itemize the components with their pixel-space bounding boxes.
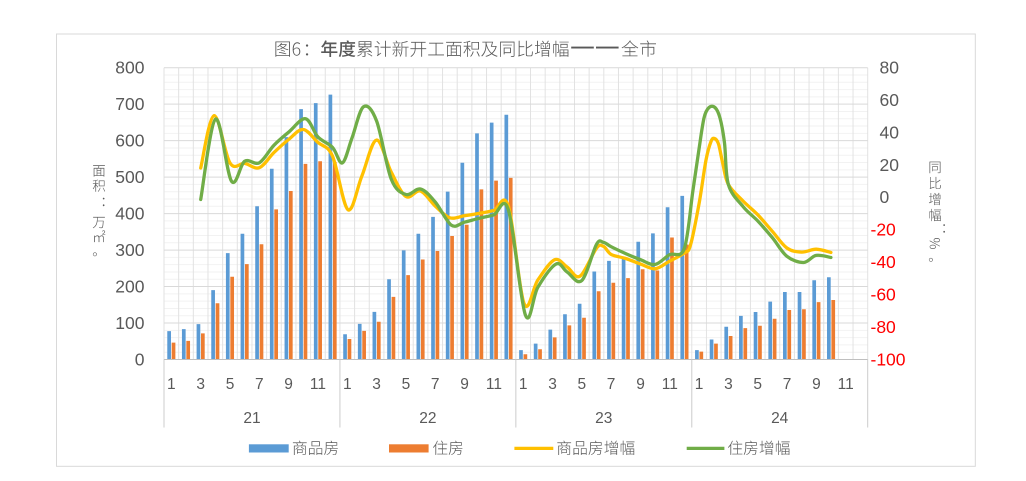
svg-text:11: 11 — [310, 376, 326, 393]
svg-text:-100: -100 — [871, 349, 906, 369]
svg-text:-40: -40 — [871, 252, 897, 272]
svg-text:700: 700 — [115, 94, 144, 114]
svg-text:1: 1 — [695, 376, 704, 393]
svg-text:500: 500 — [115, 167, 144, 187]
svg-text:5: 5 — [577, 376, 586, 393]
svg-text:80: 80 — [880, 58, 900, 78]
svg-text:300: 300 — [115, 240, 144, 260]
svg-text:23: 23 — [595, 410, 612, 427]
svg-text:9: 9 — [812, 376, 821, 393]
svg-text:24: 24 — [771, 410, 789, 427]
svg-text:9: 9 — [460, 376, 469, 393]
svg-text:3: 3 — [372, 376, 381, 393]
svg-text:800: 800 — [115, 58, 144, 78]
svg-text:-80: -80 — [871, 317, 897, 337]
svg-text:3: 3 — [724, 376, 733, 393]
svg-text:5: 5 — [753, 376, 762, 393]
svg-text:-20: -20 — [871, 220, 897, 240]
svg-text:11: 11 — [662, 376, 678, 393]
svg-text:200: 200 — [115, 276, 144, 296]
svg-text:400: 400 — [115, 203, 144, 223]
svg-text:11: 11 — [486, 376, 502, 393]
svg-text:11: 11 — [838, 376, 854, 393]
svg-text:1: 1 — [343, 376, 352, 393]
svg-text:7: 7 — [607, 376, 616, 393]
svg-text:3: 3 — [548, 376, 557, 393]
svg-text:100: 100 — [115, 313, 144, 333]
svg-text:22: 22 — [419, 410, 436, 427]
svg-text:21: 21 — [243, 410, 260, 427]
svg-text:1: 1 — [519, 376, 528, 393]
svg-text:9: 9 — [636, 376, 645, 393]
svg-text:7: 7 — [431, 376, 440, 393]
svg-text:7: 7 — [255, 376, 264, 393]
svg-text:60: 60 — [880, 90, 900, 110]
svg-text:0: 0 — [135, 349, 145, 369]
svg-text:3: 3 — [196, 376, 205, 393]
svg-text:5: 5 — [226, 376, 235, 393]
svg-text:-60: -60 — [871, 285, 897, 305]
svg-text:600: 600 — [115, 130, 144, 150]
svg-text:20: 20 — [880, 155, 900, 175]
svg-text:40: 40 — [880, 122, 900, 142]
svg-text:5: 5 — [402, 376, 411, 393]
svg-text:1: 1 — [167, 376, 176, 393]
svg-text:7: 7 — [783, 376, 792, 393]
svg-text:0: 0 — [880, 187, 890, 207]
svg-text:9: 9 — [284, 376, 293, 393]
